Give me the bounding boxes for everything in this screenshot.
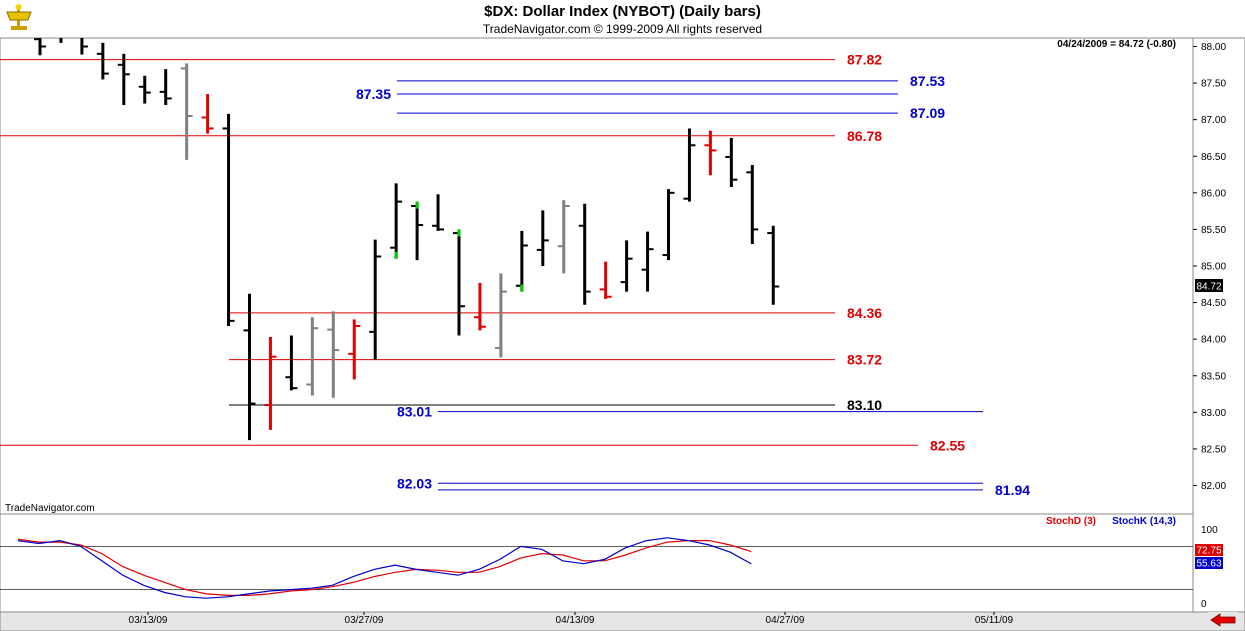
stochk-last-badge — [1195, 557, 1223, 569]
price-bars — [34, 38, 780, 441]
stochd-last-badge — [1195, 544, 1223, 556]
date-tick-label: 04/27/09 — [766, 615, 805, 626]
level-label-81.94: 81.94 — [995, 482, 1030, 498]
stoch-series-line — [17, 537, 752, 599]
level-label-83.01: 83.01 — [397, 404, 432, 420]
price-tick-label: 83.00 — [1201, 408, 1226, 419]
date-tick-label: 03/27/09 — [345, 615, 384, 626]
chart-subtitle: TradeNavigator.com © 1999-2009 All right… — [482, 22, 763, 36]
price-axis — [1192, 37, 1245, 613]
price-tick-label: 82.00 — [1201, 481, 1226, 492]
level-lines: 87.82 87.53 87.35 87.09 86.78 84.36 83.72 83.10… — [0, 52, 1030, 498]
level-label-87.53: 87.53 — [910, 73, 945, 89]
price-tick-label: 83.50 — [1201, 371, 1226, 382]
price-tick-label: 86.50 — [1201, 152, 1226, 163]
level-label-87.82: 87.82 — [847, 52, 882, 68]
level-label-82.55: 82.55 — [930, 437, 965, 453]
price-tick-label: 84.50 — [1201, 298, 1226, 309]
date-tick-label: 03/13/09 — [129, 615, 168, 626]
level-label-83.10: 83.10 — [847, 397, 882, 413]
price-tick-label: 84.00 — [1201, 335, 1226, 346]
watermark: TradeNavigator.com — [5, 503, 95, 514]
stoch-tick-100: 100 — [1201, 525, 1218, 536]
left-arrow-icon[interactable] — [1208, 612, 1238, 628]
date-axis — [0, 611, 1245, 631]
stoch-tick-0: 0 — [1201, 599, 1207, 610]
date-tick-label: 04/13/09 — [556, 615, 595, 626]
date-ticks: 03/13/09 03/27/09 04/13/09 04/27/09 05/11/09 — [129, 612, 1014, 626]
price-readout: 04/24/2009 = 84.72 (-0.80) — [1057, 39, 1176, 50]
price-panel — [0, 37, 1194, 515]
price-tick-label: 86.00 — [1201, 188, 1226, 199]
level-label-87.09: 87.09 — [910, 105, 945, 121]
level-label-83.72: 83.72 — [847, 352, 882, 368]
legend-stochk: StochK (14,3) — [1112, 516, 1176, 527]
level-label-86.78: 86.78 — [847, 128, 882, 144]
price-tick-label: 87.50 — [1201, 79, 1226, 90]
level-label-84.36: 84.36 — [847, 305, 882, 321]
chart-title: $DX: Dollar Index (NYBOT) (Daily bars) — [484, 3, 761, 20]
price-tick-label: 85.50 — [1201, 225, 1226, 236]
stochastic-lines — [0, 537, 1193, 599]
stoch-series-line — [17, 538, 752, 597]
price-tick-label: 87.00 — [1201, 115, 1226, 126]
last-price-label: 84.72 — [1196, 282, 1221, 293]
price-ticks: 88.00 87.50 87.00 86.50 86.00 85.50 85.00 84.50… — [1193, 42, 1226, 492]
legend-stochd: StochD (3) — [1046, 516, 1096, 527]
price-tick-label: 82.50 — [1201, 444, 1226, 455]
price-tick-label: 88.00 — [1201, 42, 1226, 53]
level-label-87.35: 87.35 — [356, 86, 391, 102]
chart-header: $DX: Dollar Index (NYBOT) (Daily bars) T… — [0, 0, 1245, 38]
trade-navigator-logo-icon — [6, 4, 32, 30]
date-tick-label: 05/11/09 — [975, 615, 1014, 626]
stochk-last-label: 55.63 — [1196, 559, 1221, 570]
stochastic-panel — [0, 513, 1194, 613]
stochd-last-label: 72.75 — [1196, 546, 1221, 557]
level-label-82.03: 82.03 — [397, 475, 432, 491]
price-tick-label: 85.00 — [1201, 262, 1226, 273]
last-price-badge — [1195, 279, 1223, 292]
